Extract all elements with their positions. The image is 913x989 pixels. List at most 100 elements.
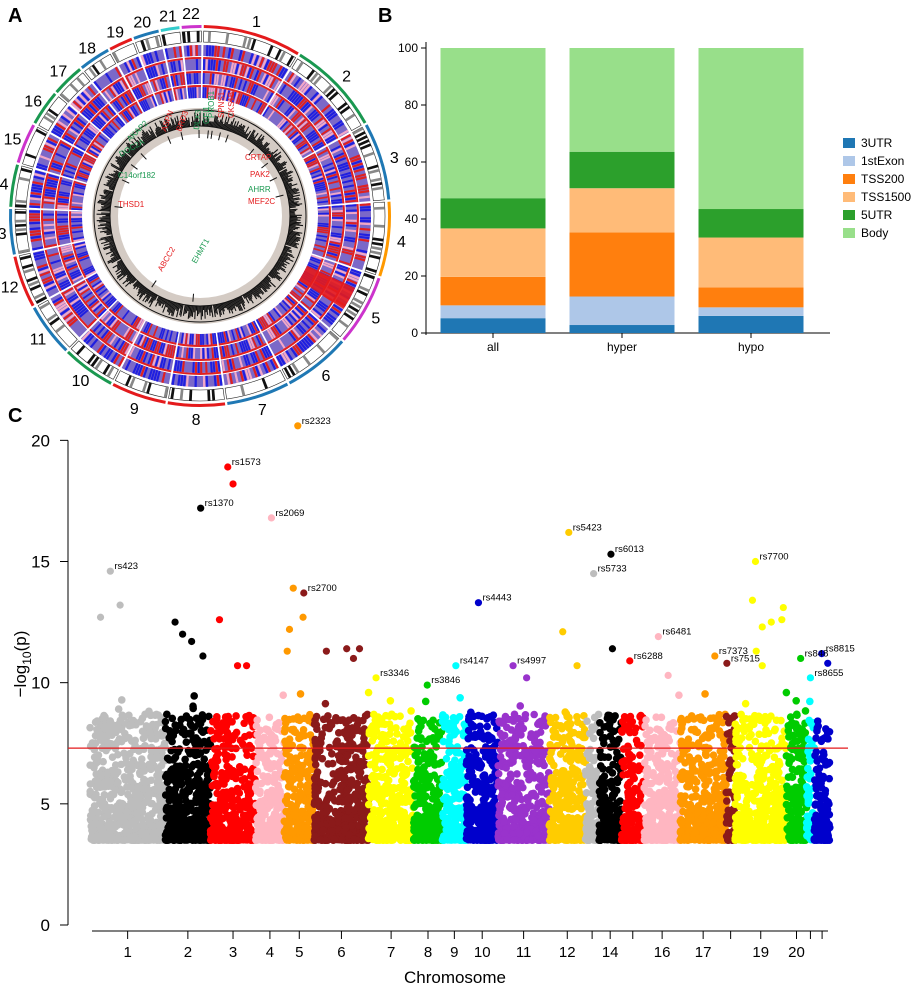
histogram-bar xyxy=(122,274,133,285)
heatmap-cell xyxy=(109,318,118,329)
snp-point xyxy=(430,836,438,844)
histogram-bar xyxy=(280,170,292,177)
snp-point xyxy=(364,752,373,760)
snp-point xyxy=(214,749,222,758)
heatmap-cell xyxy=(123,327,131,338)
heatmap-cell xyxy=(226,359,231,371)
histogram-bar xyxy=(166,300,171,308)
snp-point xyxy=(412,800,421,808)
heatmap-cell xyxy=(309,167,321,174)
heatmap-cell xyxy=(311,173,323,179)
histogram-bar xyxy=(287,235,300,240)
heatmap-cell xyxy=(71,299,82,308)
heatmap-cell xyxy=(58,234,70,238)
heatmap-cell xyxy=(332,119,343,128)
heatmap-cell xyxy=(43,223,55,227)
heatmap-cell xyxy=(145,322,152,334)
heatmap-cell xyxy=(77,173,89,180)
heatmap-cell xyxy=(313,247,325,253)
histogram-bar xyxy=(138,288,148,300)
heatmap-cell xyxy=(85,270,97,278)
heatmap-cell xyxy=(161,357,167,369)
manhattan-y-tick-label: 20 xyxy=(31,431,50,450)
heatmap-cell xyxy=(287,294,297,303)
chromosome-label-16: 16 xyxy=(24,93,42,110)
histogram-bar xyxy=(251,289,257,297)
heatmap-cell xyxy=(312,327,323,338)
snp-point xyxy=(265,713,274,722)
histogram-bar xyxy=(150,292,154,297)
heatmap-cell xyxy=(340,171,352,177)
histogram-bar xyxy=(234,298,241,312)
heatmap-cell xyxy=(31,183,43,188)
heatmap-cell xyxy=(329,238,341,243)
heatmap-cell xyxy=(59,143,71,151)
snp-point xyxy=(315,803,324,811)
ideogram-band xyxy=(348,304,360,313)
ideogram-band xyxy=(261,377,269,390)
histogram-bar xyxy=(235,298,242,312)
heatmap-cell xyxy=(255,70,262,82)
snp-point xyxy=(91,718,100,726)
heatmap-cell xyxy=(193,333,196,345)
snp-point xyxy=(371,764,380,773)
heatmap-cell xyxy=(314,243,326,249)
heatmap-cell xyxy=(197,361,200,373)
heatmap-cell xyxy=(300,300,310,309)
histogram-bar xyxy=(289,203,303,206)
heatmap-cell xyxy=(107,316,117,327)
manhattan-y-tick-label: 5 xyxy=(41,795,50,814)
histogram-bar xyxy=(104,230,112,234)
heatmap-cell xyxy=(214,361,219,373)
heatmap-cell xyxy=(72,193,84,198)
heatmap-cell xyxy=(190,347,194,359)
histogram-bar xyxy=(208,305,211,316)
snp-point xyxy=(380,731,389,740)
heatmap-cell xyxy=(345,224,357,228)
heatmap-cell xyxy=(261,316,269,327)
heatmap-cell xyxy=(255,102,263,113)
histogram-bar xyxy=(113,176,118,180)
heatmap-cell xyxy=(291,309,301,320)
chromosome-label-7: 7 xyxy=(258,402,267,419)
heatmap-cell xyxy=(331,198,343,202)
snp-point xyxy=(273,749,282,758)
histogram-bar xyxy=(219,115,224,129)
heatmap-cell xyxy=(358,235,370,240)
heatmap-cell xyxy=(147,338,154,350)
heatmap-cell xyxy=(317,228,329,232)
histogram-bar xyxy=(289,221,302,224)
heatmap-cell xyxy=(304,155,315,163)
heatmap-cell xyxy=(302,337,312,347)
histogram-bar xyxy=(289,225,300,229)
chromosome-arc-1 xyxy=(203,25,299,56)
heatmap-cell xyxy=(334,154,346,161)
histogram-bar xyxy=(157,297,162,304)
heatmap-cell xyxy=(68,318,79,327)
histogram-bar xyxy=(276,261,287,269)
histogram-bar xyxy=(140,287,146,294)
heatmap-cell xyxy=(271,95,280,106)
histogram-bar xyxy=(254,134,263,145)
heatmap-cell xyxy=(85,154,97,162)
snp-point xyxy=(430,761,439,769)
snp-point xyxy=(114,778,122,787)
heatmap-cell xyxy=(297,80,307,91)
heatmap-cell xyxy=(139,335,146,347)
heatmap-cell xyxy=(278,119,287,129)
heatmap-cell xyxy=(150,369,156,381)
manhattan-plot: 05101520−log10(p)rs2323rs1573rs1370rs206… xyxy=(11,416,855,987)
snp-point xyxy=(145,834,153,843)
heatmap-cell xyxy=(122,342,130,354)
snp-point xyxy=(359,716,367,725)
histogram-bar xyxy=(229,117,235,132)
snp-point xyxy=(347,765,355,774)
heatmap-cell xyxy=(298,100,308,110)
histogram-bar xyxy=(244,133,249,139)
snp-point xyxy=(126,776,135,785)
histogram-bar xyxy=(263,147,269,153)
chromosome-label-1: 1 xyxy=(252,14,261,31)
heatmap-cell xyxy=(187,333,190,345)
heatmap-cell xyxy=(259,317,267,328)
histogram-bar xyxy=(271,270,283,280)
